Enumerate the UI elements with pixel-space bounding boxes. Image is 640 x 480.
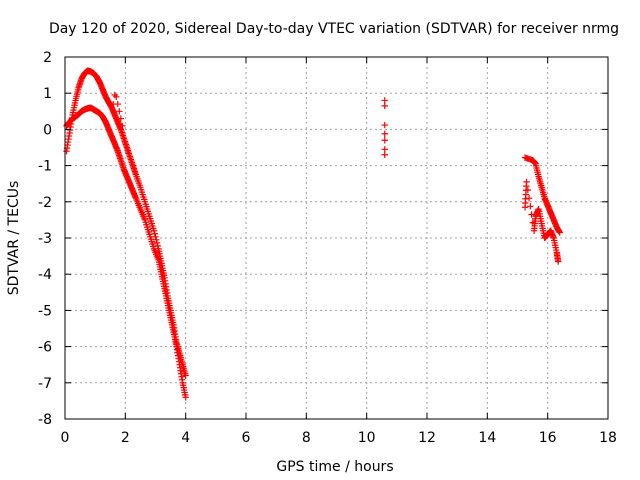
x-tick-label: 0 bbox=[61, 430, 70, 446]
y-tick-label: -8 bbox=[38, 412, 52, 428]
data-point bbox=[154, 242, 161, 250]
data-point bbox=[381, 146, 388, 153]
data-point bbox=[117, 155, 124, 162]
x-tick-label: 14 bbox=[478, 430, 496, 446]
data-point bbox=[528, 211, 535, 218]
x-axis-title: GPS time / hours bbox=[276, 459, 393, 475]
data-point bbox=[136, 182, 143, 189]
data-point bbox=[381, 151, 388, 158]
data-point bbox=[132, 169, 139, 177]
data-point bbox=[537, 217, 545, 225]
data-point bbox=[154, 254, 161, 262]
data-point bbox=[534, 207, 542, 214]
data-point bbox=[120, 133, 127, 141]
data-point bbox=[554, 256, 562, 264]
data-point bbox=[181, 391, 189, 399]
data-point bbox=[150, 243, 157, 250]
data-point bbox=[381, 97, 388, 104]
y-tick-label: -1 bbox=[38, 159, 52, 175]
data-point bbox=[163, 297, 171, 304]
data-point bbox=[537, 182, 545, 189]
x-tick-label: 16 bbox=[539, 430, 557, 446]
data-point bbox=[65, 132, 73, 140]
data-point bbox=[175, 358, 183, 365]
series-arc-b-upper bbox=[521, 154, 563, 236]
y-tick-label: -7 bbox=[38, 376, 52, 392]
y-tick-label: 1 bbox=[43, 86, 52, 102]
data-point bbox=[116, 108, 123, 115]
data-point bbox=[129, 160, 136, 168]
data-point bbox=[381, 130, 388, 137]
x-tick-label: 12 bbox=[418, 430, 436, 446]
data-point bbox=[153, 236, 160, 244]
data-point bbox=[145, 228, 152, 236]
data-point bbox=[157, 268, 165, 275]
x-tick-label: 2 bbox=[121, 430, 130, 446]
data-point bbox=[527, 203, 534, 210]
series-isolated-10.6 bbox=[381, 97, 388, 158]
data-point bbox=[523, 182, 530, 190]
y-tick-label: -3 bbox=[38, 231, 52, 247]
chart-title: Day 120 of 2020, Sidereal Day-to-day VTE… bbox=[49, 21, 619, 37]
y-tick-label: 0 bbox=[43, 122, 52, 138]
data-point bbox=[140, 214, 148, 222]
data-point bbox=[113, 93, 120, 101]
data-point bbox=[549, 233, 557, 240]
series-arc-a-lower bbox=[63, 104, 189, 401]
data-point bbox=[150, 225, 157, 232]
y-axis-title: SDTVAR / TECUs bbox=[6, 181, 22, 296]
data-point bbox=[140, 196, 148, 203]
data-point bbox=[540, 193, 548, 200]
y-tick-label: 2 bbox=[43, 50, 52, 66]
data-point bbox=[553, 246, 560, 254]
axis-ticks bbox=[64, 56, 609, 420]
x-tick-labels: 0 2 4 6 8 10 12 14 16 18 bbox=[61, 430, 617, 446]
data-point bbox=[166, 312, 174, 319]
x-tick-label: 8 bbox=[302, 430, 311, 446]
data-point bbox=[123, 142, 130, 150]
data-point bbox=[74, 86, 82, 94]
y-tick-label: -5 bbox=[38, 303, 52, 319]
data-point bbox=[126, 151, 133, 159]
data-point bbox=[534, 171, 542, 178]
data-point bbox=[160, 283, 168, 290]
y-tick-label: -4 bbox=[38, 267, 52, 283]
data-point bbox=[132, 193, 139, 201]
data-point bbox=[119, 122, 126, 129]
data-point bbox=[71, 99, 79, 107]
gridlines bbox=[65, 57, 608, 419]
y-tick-labels: 2 1 0 -1 -2 -3 -4 -5 -6 -7 -8 bbox=[38, 50, 52, 428]
data-point bbox=[178, 376, 186, 383]
x-tick-label: 6 bbox=[242, 430, 251, 446]
data-point bbox=[151, 230, 158, 237]
data-point bbox=[524, 186, 532, 194]
data-point bbox=[525, 194, 533, 202]
data-point bbox=[381, 137, 388, 144]
data-point bbox=[136, 204, 143, 211]
data-point bbox=[381, 121, 388, 129]
data-point bbox=[381, 102, 388, 110]
series-arc-b-lower bbox=[521, 178, 562, 265]
data-point bbox=[153, 239, 161, 247]
data-point bbox=[556, 228, 563, 235]
data-points bbox=[63, 67, 563, 401]
data-point bbox=[172, 340, 180, 348]
y-tick-label: -6 bbox=[38, 340, 52, 356]
data-point bbox=[117, 115, 125, 122]
x-tick-label: 10 bbox=[358, 430, 376, 446]
x-tick-label: 4 bbox=[181, 430, 190, 446]
data-point bbox=[169, 326, 177, 333]
data-point bbox=[114, 100, 121, 108]
series-bump-1.7 bbox=[110, 91, 126, 129]
y-tick-label: -2 bbox=[38, 195, 52, 211]
data-point bbox=[145, 210, 152, 218]
x-tick-label: 18 bbox=[599, 430, 617, 446]
